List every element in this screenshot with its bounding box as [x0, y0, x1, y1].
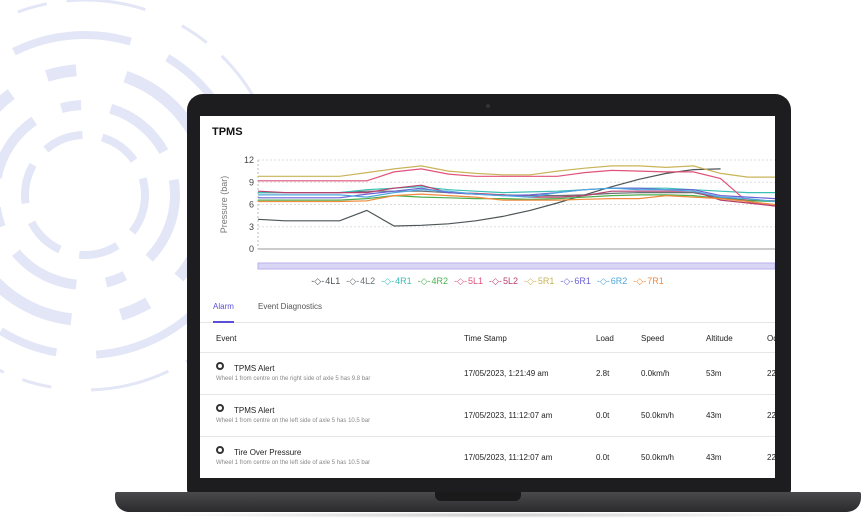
header-load[interactable]: Load — [596, 334, 614, 343]
altitude: 43m — [706, 453, 722, 462]
legend-label: 4R1 — [395, 276, 412, 286]
time-stamp: 17/05/2023, 11:12:07 am — [464, 411, 553, 420]
legend-label: 7R1 — [647, 276, 664, 286]
pressure-chart: 0 3 6 9 12 Pressure (bar) — [219, 155, 775, 270]
odometer: 22 — [767, 411, 775, 420]
altitude: 53m — [706, 369, 722, 378]
tab-event-diagnostics[interactable]: Event Diagnostics — [258, 302, 323, 311]
legend-marker-icon: -◇- — [454, 276, 467, 286]
chart-legend: -◇-4L1 -◇-4L2 -◇-4R1 -◇-4R2 -◇-5L1 -◇-5L2 -◇-5… — [200, 276, 775, 287]
legend-marker-icon: -◇- — [311, 276, 325, 286]
legend-label: 5L2 — [502, 276, 518, 286]
series-line-4r2 — [258, 194, 775, 203]
legend-marker-icon: -◇- — [417, 276, 431, 286]
legend-item-5l1[interactable]: -◇-5L1 — [454, 276, 483, 286]
legend-item-7r1[interactable]: -◇-7R1 — [633, 276, 663, 286]
speed: 50.0km/h — [641, 411, 674, 420]
y-axis-label: Pressure (bar) — [219, 176, 229, 234]
screen: TPMS 0 3 6 9 12 Pressure (bar) -◇-4L1 -◇-4L2 -◇… — [200, 116, 775, 478]
table-row[interactable]: TPMS Alert Wheel 1 from centre on the ri… — [200, 352, 775, 394]
y-tick-label: 3 — [249, 222, 254, 232]
tab-alarm[interactable]: Alarm — [213, 302, 234, 323]
event-name: Tire Over Pressure — [234, 448, 302, 457]
legend-item-6r1[interactable]: -◇-6R1 — [560, 276, 590, 286]
legend-label: 5R1 — [537, 276, 555, 286]
legend-marker-icon: -◇- — [523, 276, 537, 286]
speed: 0.0km/h — [641, 369, 670, 378]
series-line-6r1 — [258, 187, 775, 200]
load: 2.8t — [596, 369, 610, 378]
panel-title: TPMS — [212, 126, 243, 138]
camera — [486, 104, 490, 108]
event-name: TPMS Alert — [234, 364, 275, 373]
tire-icon — [216, 446, 224, 454]
header-time-stamp[interactable]: Time Stamp — [464, 334, 507, 343]
y-tick-label: 6 — [249, 200, 254, 210]
odometer: 22 — [767, 453, 775, 462]
legend-item-5r1[interactable]: -◇-5R1 — [524, 276, 554, 286]
tire-icon — [216, 404, 224, 412]
legend-label: 4R2 — [431, 276, 449, 286]
legend-item-4l2[interactable]: -◇-4L2 — [346, 276, 375, 286]
legend-item-4l1[interactable]: -◇-4L1 — [311, 276, 340, 286]
legend-label: 6R2 — [610, 276, 628, 286]
legend-marker-icon: -◇- — [489, 276, 502, 286]
header-altitude[interactable]: Altitude — [706, 334, 733, 343]
legend-label: 5L1 — [467, 276, 484, 286]
y-tick-label: 12 — [244, 155, 254, 165]
tire-icon — [216, 362, 224, 370]
event-detail: Wheel 1 from centre on the left side of … — [216, 418, 371, 424]
legend-marker-icon: -◇- — [633, 276, 647, 286]
event-detail: Wheel 1 from centre on the right side of… — [216, 376, 371, 382]
legend-item-5l2[interactable]: -◇-5L2 — [489, 276, 518, 286]
range-slider[interactable] — [257, 262, 775, 270]
legend-item-6r2[interactable]: -◇-6R2 — [597, 276, 627, 286]
legend-item-4r1[interactable]: -◇-4R1 — [381, 276, 411, 286]
odometer: 22 — [767, 369, 775, 378]
header-speed[interactable]: Speed — [641, 334, 665, 343]
table-row[interactable]: Tire Over Pressure Wheel 1 from centre o… — [200, 436, 775, 478]
event-detail: Wheel 1 from centre on the left side of … — [216, 460, 371, 466]
legend-marker-icon: -◇- — [381, 276, 395, 286]
laptop-notch — [435, 492, 521, 501]
header-odometer[interactable]: Od — [767, 334, 775, 343]
load: 0.0t — [596, 411, 610, 420]
legend-label: 4L1 — [325, 276, 341, 286]
time-stamp: 17/05/2023, 11:12:07 am — [464, 453, 553, 462]
legend-marker-icon: -◇- — [596, 276, 610, 286]
laptop-base — [115, 492, 861, 512]
legend-label: 6R1 — [574, 276, 591, 286]
altitude: 43m — [706, 411, 722, 420]
speed: 50.0km/h — [641, 453, 674, 462]
tab-bar: Alarm Event Diagnostics — [200, 302, 775, 323]
legend-marker-icon: -◇- — [560, 276, 574, 286]
series-line-5l1 — [258, 168, 775, 207]
legend-marker-icon: -◇- — [346, 276, 360, 286]
legend-item-4r2[interactable]: -◇-4R2 — [418, 276, 448, 286]
time-stamp: 17/05/2023, 1:21:49 am — [464, 369, 549, 378]
event-name: TPMS Alert — [234, 406, 275, 415]
series-line-5r1 — [258, 165, 775, 178]
header-event[interactable]: Event — [216, 334, 237, 343]
series-line-4l1 — [257, 168, 721, 227]
load: 0.0t — [596, 453, 610, 462]
y-tick-label: 0 — [249, 244, 254, 254]
series-line-7r1 — [258, 193, 775, 206]
series-line-6r2 — [258, 187, 775, 203]
legend-label: 4L2 — [360, 276, 376, 286]
table-row[interactable]: TPMS Alert Wheel 1 from centre on the le… — [200, 394, 775, 436]
y-tick-label: 9 — [249, 177, 254, 187]
